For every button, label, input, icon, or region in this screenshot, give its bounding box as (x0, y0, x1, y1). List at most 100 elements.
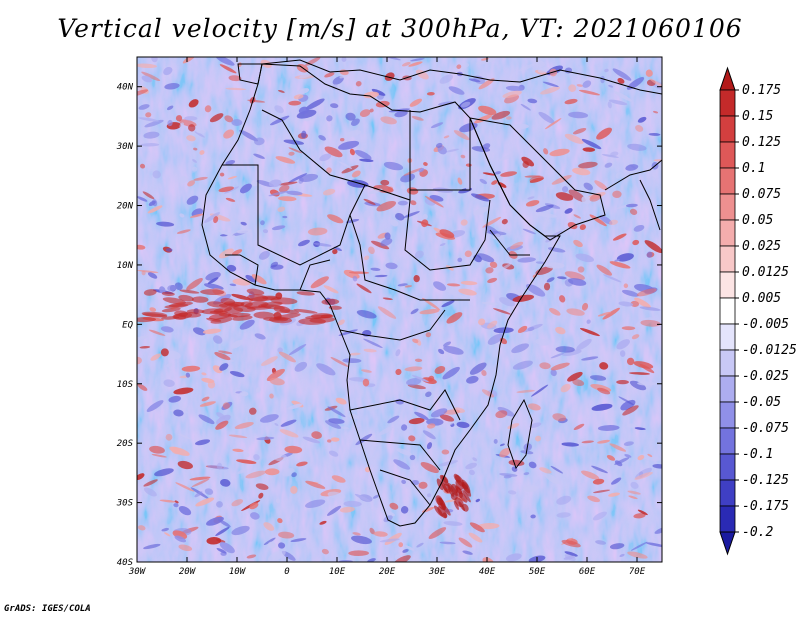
field-cell (400, 185, 406, 190)
border-8 (359, 439, 441, 471)
field-cell (581, 356, 599, 361)
field-cell (167, 119, 173, 127)
field-cell (223, 129, 235, 139)
field-cell (338, 161, 353, 169)
field-cell (330, 103, 339, 109)
field-cell (455, 474, 465, 487)
field-cell (517, 257, 536, 263)
field-cell (338, 140, 360, 150)
field-cell (543, 282, 551, 291)
lat-tick-label: 20S (117, 439, 134, 449)
field-cell (419, 309, 440, 315)
field-cell (319, 520, 327, 525)
field-cell (421, 219, 429, 228)
field-cell (629, 380, 647, 391)
colorbar-swatch (719, 89, 736, 117)
field-cell (356, 283, 372, 294)
field-cell (253, 454, 260, 461)
field-cell (546, 277, 555, 283)
field-cell (507, 490, 517, 495)
lat-tick-label: 30S (116, 499, 134, 509)
field-cell (620, 399, 636, 411)
field-cell (137, 196, 148, 202)
field-cell (535, 261, 546, 264)
field-cell (481, 301, 498, 306)
field-cell (559, 295, 566, 303)
field-cell (555, 346, 575, 353)
field-cell (258, 492, 264, 499)
field-cell (216, 462, 223, 470)
field-cell (318, 134, 326, 141)
field-cell (619, 553, 625, 558)
iberia (237, 63, 263, 85)
field-cell (206, 536, 222, 545)
field-cell (460, 101, 471, 108)
field-cell (161, 316, 180, 320)
field-cell (611, 477, 622, 485)
field-cell (485, 267, 494, 274)
field-cell (231, 525, 250, 536)
field-cell (310, 276, 329, 289)
field-cell (491, 180, 498, 185)
field-cell (537, 66, 550, 73)
field-cell (568, 84, 577, 92)
colorbar-label: 0.05 (742, 213, 773, 228)
field-cell (400, 505, 409, 514)
field-cell (526, 283, 546, 297)
field-cell (629, 208, 638, 216)
field-cell (278, 181, 298, 186)
field-cell (400, 173, 416, 183)
field-cell (260, 220, 265, 226)
field-cell (323, 188, 336, 196)
field-cell (274, 105, 284, 114)
field-cell (142, 191, 155, 200)
field-cell (339, 137, 345, 142)
field-cell (449, 291, 468, 300)
field-cell (186, 195, 199, 205)
field-cell (288, 173, 308, 184)
field-cell (225, 87, 247, 91)
lat-tick-label: 10N (117, 261, 134, 271)
field-cell (159, 499, 176, 503)
field-cell (175, 482, 195, 492)
field-cell (214, 352, 231, 361)
field-cell (186, 278, 203, 291)
colorbar-label: 0.1 (742, 161, 765, 176)
lat-tick-label: 20N (117, 202, 134, 212)
field-cell (390, 219, 399, 227)
field-cell (219, 363, 229, 371)
lat-tick-label: 10S (117, 380, 134, 390)
lon-tick-label: 10E (329, 567, 346, 577)
field-cell (280, 419, 297, 427)
field-cell (647, 453, 653, 457)
colorbar-swatch (719, 479, 736, 507)
field-cell (178, 176, 188, 184)
field-cell (408, 417, 425, 425)
field-cell (591, 403, 613, 411)
field-cell (194, 131, 205, 138)
field-cell (148, 329, 166, 336)
colorbar-label: 0.175 (742, 83, 781, 98)
field-cell (137, 317, 157, 323)
field-cell (450, 165, 466, 171)
field-cell (338, 560, 353, 562)
field-cell (443, 409, 461, 415)
border-12 (489, 229, 530, 256)
field-cell (264, 468, 280, 476)
field-cell (469, 522, 485, 533)
field-cell (277, 518, 283, 524)
field-cell (204, 488, 214, 495)
field-cell (362, 378, 370, 387)
field-cell (354, 149, 372, 160)
field-cell (299, 69, 318, 79)
field-cell (501, 218, 508, 225)
field-cell (380, 238, 393, 247)
field-cell (348, 550, 369, 557)
field-cell (380, 509, 396, 516)
field-cell (256, 436, 275, 441)
field-cell (151, 454, 167, 458)
field-cell (275, 498, 281, 504)
field-cell (634, 297, 651, 308)
colorbar-swatch (719, 505, 736, 533)
field-cell (161, 291, 175, 296)
